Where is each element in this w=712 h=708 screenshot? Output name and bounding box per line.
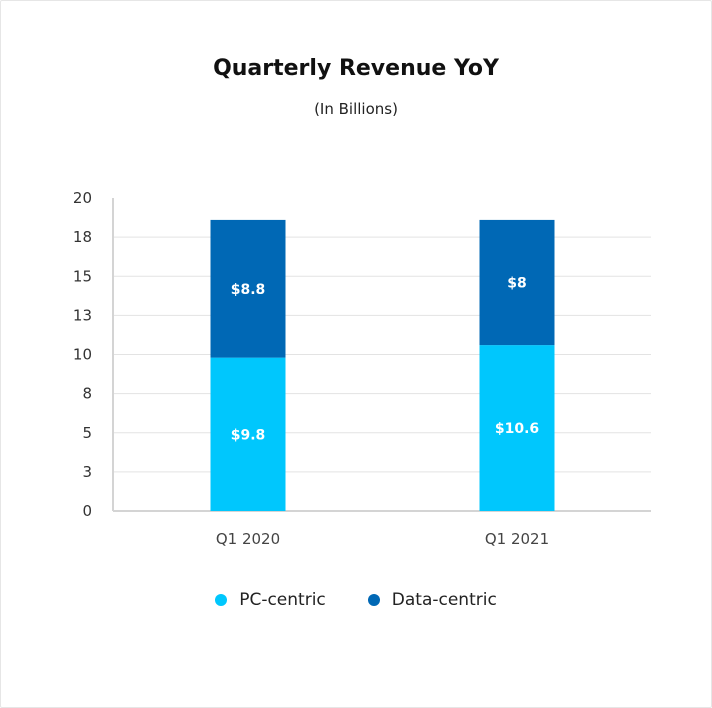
data-label: $8.8	[231, 282, 266, 298]
legend: PC-centric Data-centric	[0, 590, 712, 610]
y-tick-label: 20	[73, 189, 92, 207]
y-tick-label: 13	[73, 306, 92, 324]
bar-pc-centric	[479, 345, 555, 511]
bar-data-centric	[210, 219, 286, 358]
legend-item-pc-centric: PC-centric	[215, 590, 326, 610]
data-label: $8	[507, 276, 526, 292]
y-tick-label: 10	[73, 346, 92, 364]
data-label: $9.8	[231, 427, 266, 443]
y-tick-label: 0	[82, 502, 92, 520]
data-label: $10.6	[495, 421, 539, 437]
chart-title: Quarterly Revenue YoY	[213, 56, 499, 81]
x-category-label: Q1 2020	[216, 530, 280, 548]
y-tick-label: 5	[82, 424, 92, 442]
legend-label-data-centric: Data-centric	[391, 590, 497, 610]
bar-pc-centric	[210, 357, 286, 511]
legend-item-data-centric: Data-centric	[367, 590, 497, 610]
y-tick-label: 8	[82, 385, 92, 403]
legend-swatch-pc-centric	[215, 594, 228, 606]
y-tick-label: 3	[82, 463, 92, 481]
legend-label-pc-centric: PC-centric	[239, 590, 326, 610]
bar-data-centric	[479, 219, 555, 346]
y-tick-label: 15	[73, 267, 92, 285]
x-category-label: Q1 2021	[485, 530, 549, 548]
y-tick-label: 18	[73, 228, 92, 246]
legend-swatch-data-centric	[367, 594, 380, 606]
chart-subtitle: (In Billions)	[314, 100, 398, 118]
